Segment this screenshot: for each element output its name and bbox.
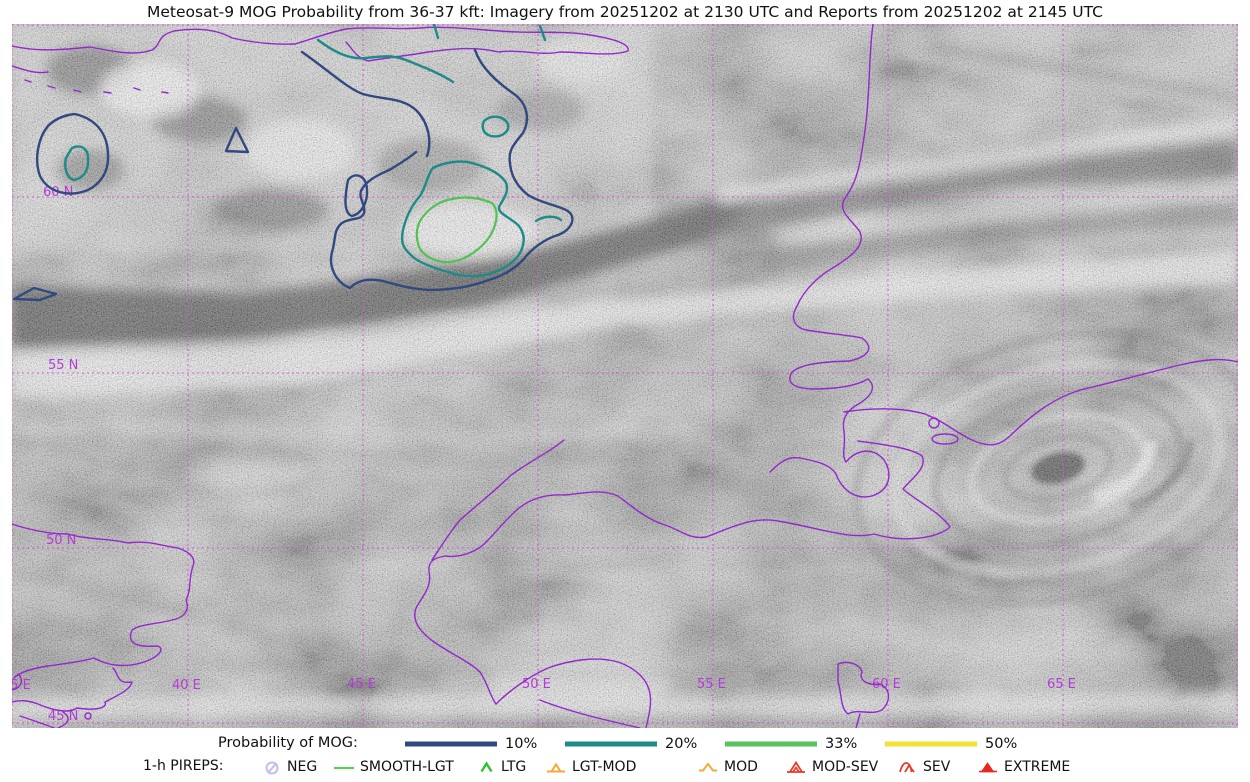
contour-line-swatch-10 [405,741,497,747]
mog-legend-label: Probability of MOG: [218,735,358,751]
pirep-legend-item: SEV [897,757,950,777]
pirep-legend-item: EXTREME [977,757,1070,777]
mog-contours [12,24,574,302]
lon-label: 45 E [347,677,376,692]
pirep-item-label: SMOOTH-LGT [360,759,454,775]
mog-legend-item: 33% [725,734,857,754]
pixel-grain-texture [12,24,1238,728]
pirep-extreme-icon [979,761,997,772]
mog-item-label: 50% [985,736,1018,752]
lat-label: 45 N [48,709,78,724]
page-title: Meteosat-9 MOG Probability from 36-37 kf… [146,3,1104,21]
pirep-item-label: MOD-SEV [812,759,879,775]
pirep-item-label: LTG [501,759,527,775]
pirep-sev-icon [899,761,915,773]
lat-label: 55 N [48,358,78,373]
pirep-item-label: NEG [287,759,318,775]
mog-item-label: 33% [825,736,858,752]
contour-20pct [64,24,563,278]
contour-line-swatch-50 [885,741,977,747]
pirep-item-label: EXTREME [1004,759,1071,775]
pirep-legend-item: MOD-SEV [785,757,878,777]
mog-item-label: 20% [665,736,698,752]
lon-label: 65 E [1047,677,1076,692]
pireps-legend-label: 1-h PIREPS: [143,758,224,774]
pirep-legend-item: NEG [262,757,317,777]
coastlines [12,24,1238,728]
contour-line-swatch-33 [725,741,817,747]
graticule [12,24,1238,728]
pirep-legend-item: LTG [477,757,526,777]
mog-legend-item: 10% [405,734,537,754]
mog-legend-item: 20% [565,734,697,754]
contour-33pct [415,196,498,264]
contour-line-swatch-20 [565,741,657,747]
lon-label: 55 E [697,677,726,692]
pirep-smooth-lgt-icon [334,766,354,769]
pirep-item-label: MOD [724,759,758,775]
lon-label: 40 E [172,678,201,693]
pirep-item-label: LGT-MOD [572,759,637,775]
pirep-item-label: SEV [923,759,951,775]
contour-10pct [12,48,574,302]
satellite-map: 60 N 55 N 50 N 45 N 35 E 40 E 45 E 50 E … [12,24,1238,728]
lat-label: 50 N [46,533,76,548]
lon-label: 35 E [12,678,31,693]
mog-legend-item: 50% [885,734,1017,754]
pirep-neg-icon [265,761,279,774]
pirep-ltg-icon [480,760,493,772]
lon-label: 50 E [522,677,551,692]
satellite-map-canvas: 60 N 55 N 50 N 45 N 35 E 40 E 45 E 50 E … [12,24,1238,728]
lon-label: 60 E [872,677,901,692]
pirep-legend-item: LGT-MOD [545,757,636,777]
graticule-labels: 60 N 55 N 50 N 45 N 35 E 40 E 45 E 50 E … [12,185,1076,724]
pirep-mod-sev-icon [787,760,805,773]
mog-item-label: 10% [505,736,538,752]
pirep-legend-item: MOD [697,757,758,777]
pirep-legend-item: SMOOTH-LGT [333,757,454,777]
pirep-mod-icon [699,761,717,771]
pirep-lgt-mod-icon [547,762,565,772]
